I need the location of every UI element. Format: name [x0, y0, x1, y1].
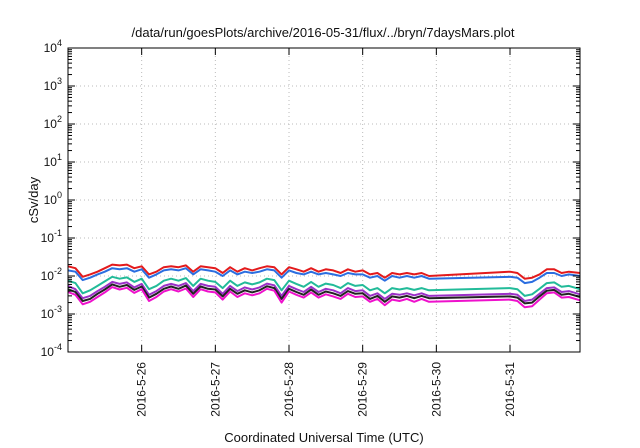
- y-tick-base: 10: [41, 307, 55, 321]
- grid: [68, 47, 580, 353]
- chart-title: /data/run/goesPlots/archive/2016-05-31/f…: [132, 25, 515, 40]
- y-tick-base: 10: [41, 269, 55, 283]
- y-tick-label: 10-2: [41, 266, 62, 283]
- y-tick-exponent: -4: [54, 342, 62, 352]
- y-tick-exponent: 1: [57, 152, 62, 162]
- y-tick-exponent: 3: [57, 76, 62, 86]
- y-axis-label: cSv/day: [26, 176, 41, 223]
- y-tick-base: 10: [41, 345, 55, 359]
- series-line-teal: [67, 275, 581, 297]
- y-tick-exponent: -1: [54, 228, 62, 238]
- y-tick-exponent: 0: [57, 190, 62, 200]
- y-tick-base: 10: [44, 79, 58, 93]
- series-line-magenta: [67, 286, 581, 309]
- y-tick-label: 10-1: [41, 228, 62, 245]
- y-tick-label: 104: [44, 38, 62, 55]
- series-line-purple: [67, 280, 581, 302]
- y-tick-exponent: -3: [54, 304, 62, 314]
- x-tick-label: 2016-5-28: [282, 362, 296, 417]
- y-tick-base: 10: [44, 41, 58, 55]
- y-tick-base: 10: [44, 155, 58, 169]
- series-line-blue: [67, 267, 581, 285]
- x-tick-label: 2016-5-27: [208, 362, 222, 417]
- y-tick-exponent: 2: [57, 114, 62, 124]
- series-line-black: [67, 283, 581, 305]
- y-tick-label: 103: [44, 76, 62, 93]
- y-tick-exponent: 4: [57, 38, 62, 48]
- series-line-red: [67, 263, 581, 280]
- y-tick-label: 102: [44, 114, 62, 131]
- x-tick-label: 2016-5-31: [503, 362, 517, 417]
- x-axis-label: Coordinated Universal Time (UTC): [224, 430, 423, 445]
- series-group: [67, 263, 581, 309]
- y-tick-base: 10: [44, 193, 58, 207]
- y-tick-label: 10-3: [41, 304, 62, 321]
- x-tick-label: 2016-5-29: [356, 362, 370, 417]
- y-tick-label: 101: [44, 152, 62, 169]
- y-tick-base: 10: [41, 231, 55, 245]
- x-tick-label: 2016-5-30: [429, 362, 443, 417]
- y-tick-label: 10-4: [41, 342, 62, 359]
- x-axis: 2016-5-26 2016-5-27 2016-5-28 2016-5-29 2016…: [135, 48, 517, 417]
- y-tick-exponent: -2: [54, 266, 62, 276]
- y-tick-base: 10: [44, 117, 58, 131]
- y-tick-label: 100: [44, 190, 62, 207]
- x-tick-label: 2016-5-26: [135, 362, 149, 417]
